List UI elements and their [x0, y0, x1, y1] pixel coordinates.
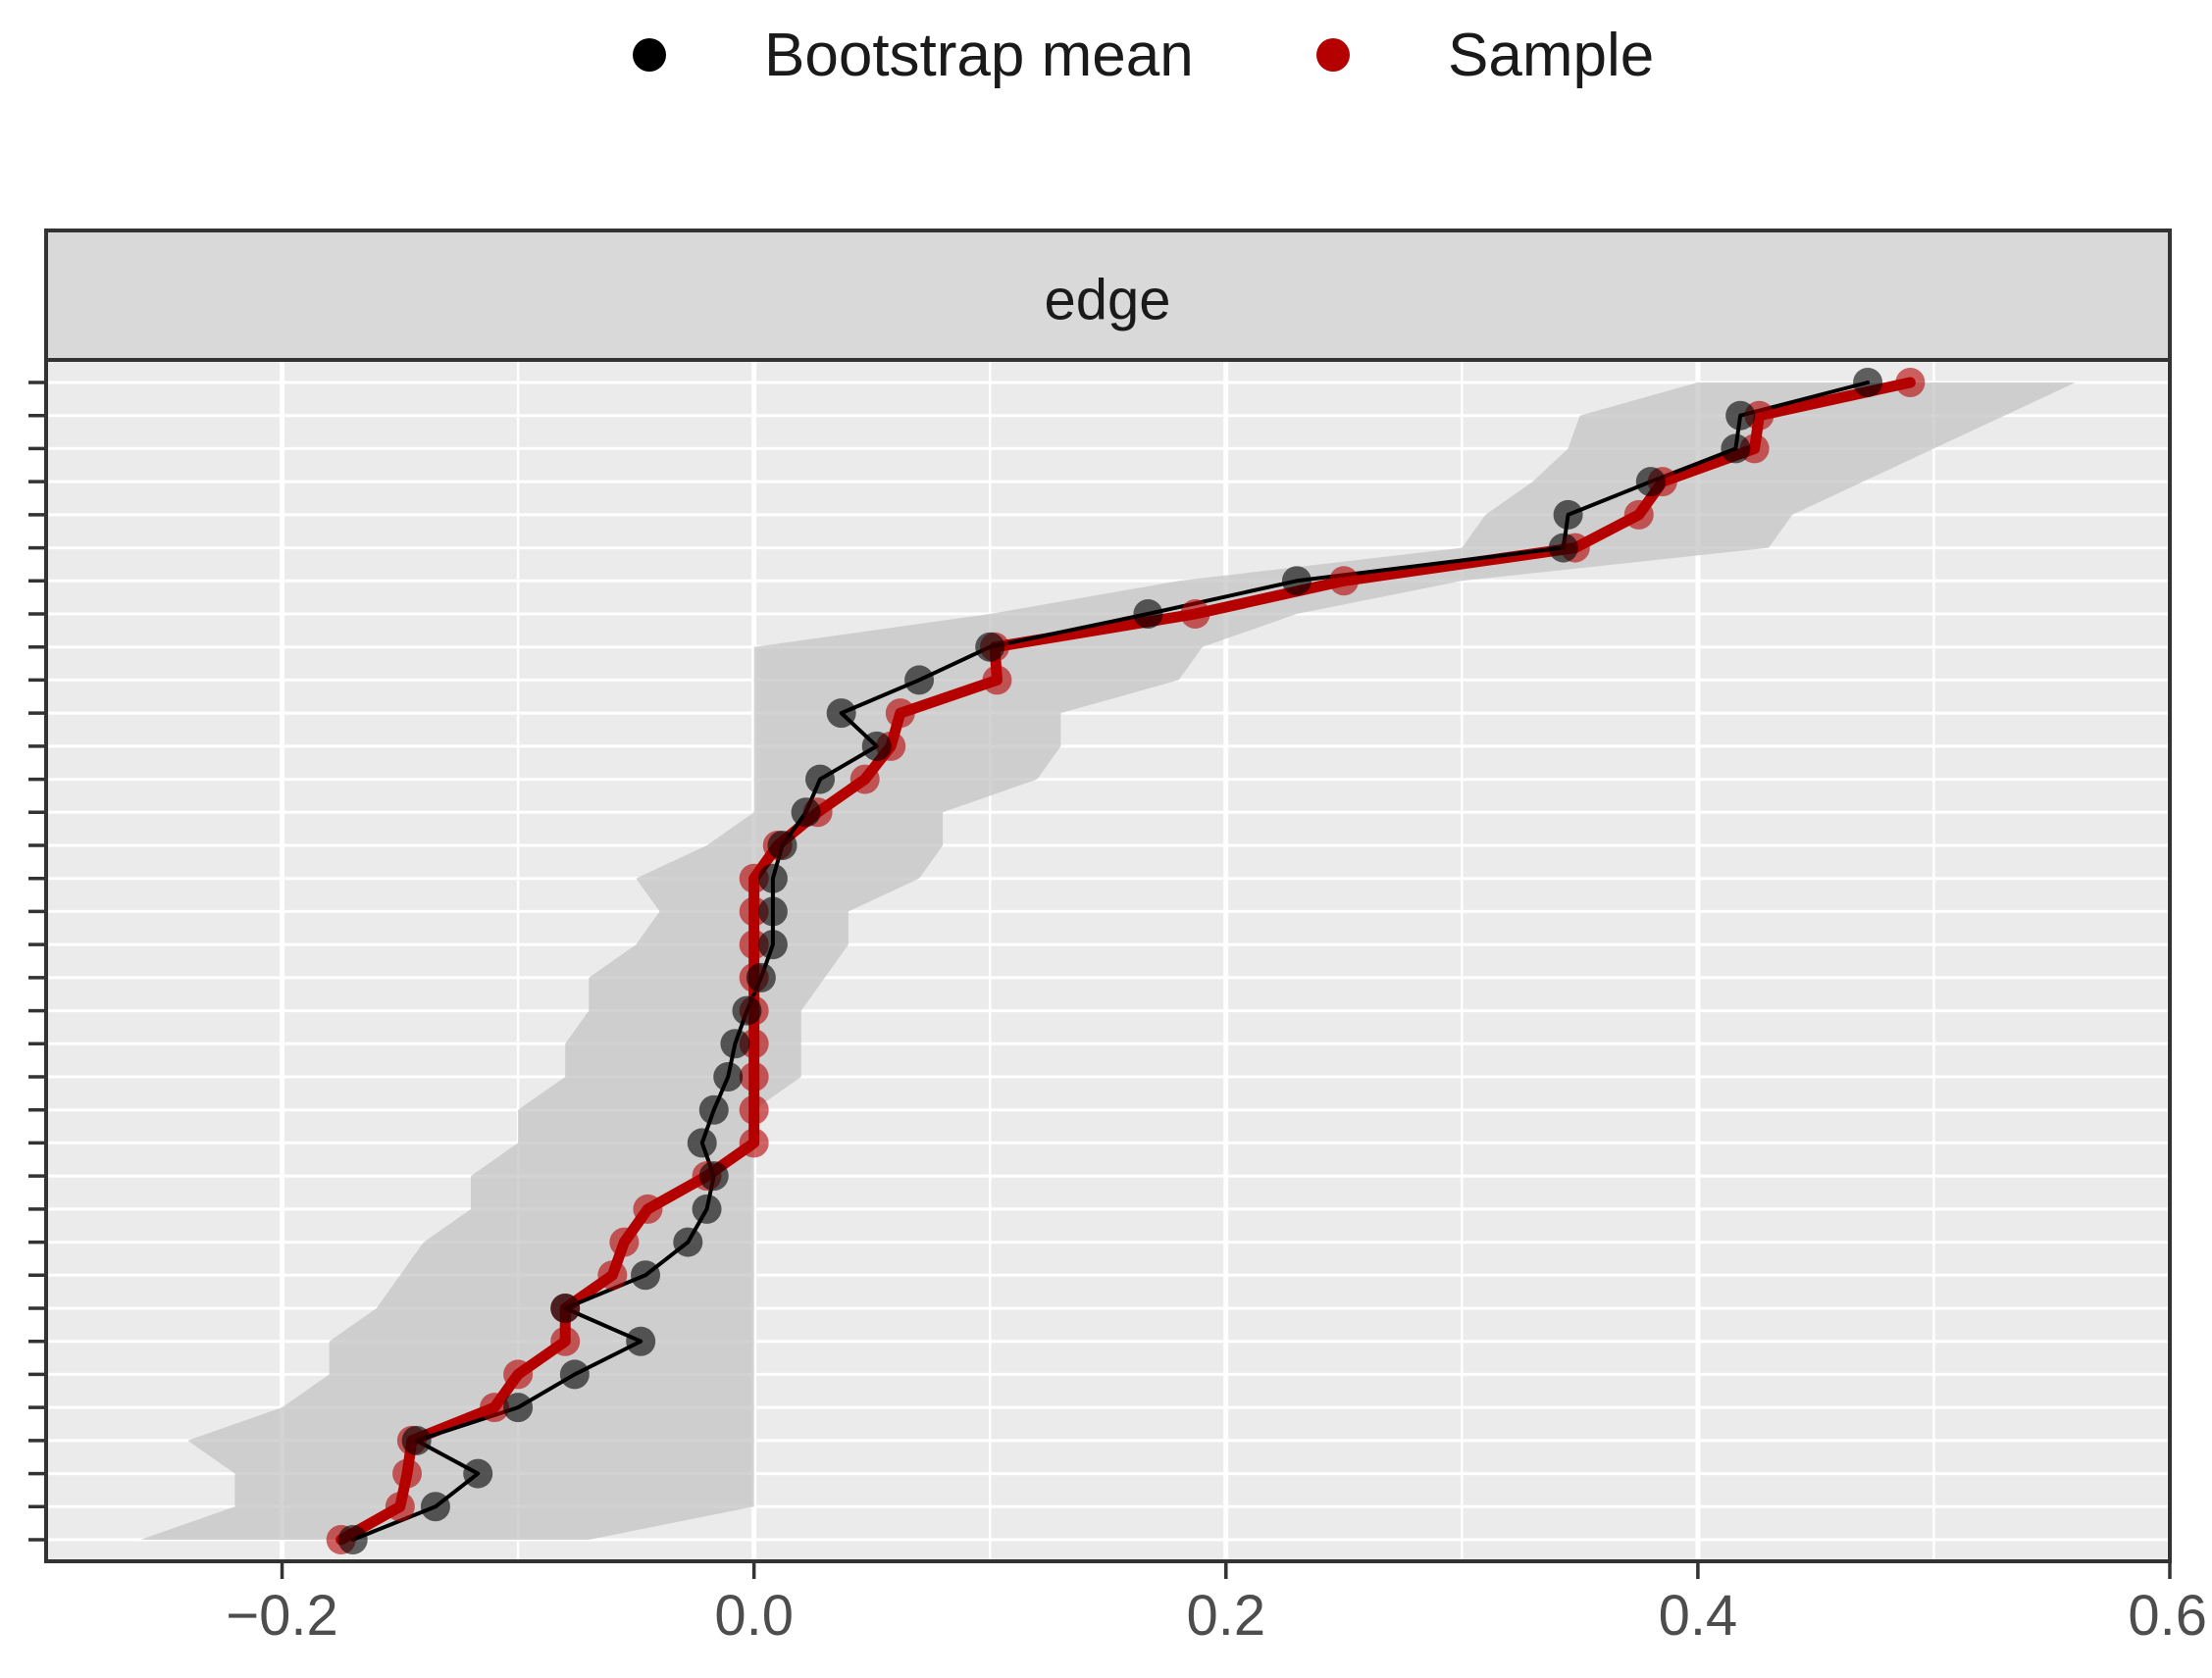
point-bootstrap-mean [904, 665, 935, 695]
point-bootstrap-mean [746, 962, 776, 992]
y-ticks [28, 381, 46, 1542]
legend-dot-bootstrap-mean [633, 38, 666, 72]
point-sample [739, 1062, 769, 1092]
point-bootstrap-mean [687, 1128, 717, 1158]
legend-item-sample: Sample [1316, 18, 1654, 92]
point-sample [597, 1260, 628, 1291]
point-bootstrap-mean [401, 1425, 432, 1455]
point-sample [503, 1359, 534, 1390]
point-bootstrap-mean [1725, 400, 1756, 431]
point-bootstrap-mean [713, 1062, 744, 1092]
legend-dot-sample [1316, 38, 1350, 72]
point-bootstrap-mean [757, 896, 788, 927]
x-tick-label: 0.6 [2128, 1584, 2207, 1648]
point-sample [392, 1458, 423, 1489]
point-bootstrap-mean [1635, 467, 1666, 497]
point-sample [385, 1492, 415, 1522]
point-sample [1329, 566, 1360, 596]
point-sample [739, 1094, 769, 1125]
strip-background [44, 229, 2172, 362]
point-sample [739, 1128, 769, 1158]
point-bootstrap-mean [805, 764, 836, 794]
panel-border [44, 358, 2172, 1563]
legend: Bootstrap mean Sample [0, 0, 2212, 108]
point-bootstrap-mean [861, 731, 892, 761]
point-bootstrap-mean [463, 1458, 493, 1489]
point-bootstrap-mean [1853, 368, 1883, 397]
legend-item-bootstrap-mean: Bootstrap mean [633, 18, 1194, 92]
point-sample [1180, 599, 1210, 629]
x-axis: −0.2 0.0 0.2 0.4 0.6 [226, 1561, 2207, 1648]
point-sample [1623, 499, 1654, 530]
x-tick-label: 0.2 [1186, 1584, 1265, 1648]
point-bootstrap-mean [559, 1359, 590, 1390]
legend-label-sample: Sample [1448, 21, 1655, 89]
point-sample [1895, 368, 1926, 397]
point-bootstrap-mean [698, 1161, 729, 1192]
point-bootstrap-mean [826, 698, 856, 729]
point-bootstrap-mean [1721, 433, 1751, 464]
x-tick-label: 0.4 [1659, 1584, 1738, 1648]
point-bootstrap-mean [673, 1227, 703, 1257]
point-sample [982, 665, 1012, 695]
point-bootstrap-mean [698, 1094, 729, 1125]
point-sample [480, 1393, 510, 1423]
point-sample [550, 1326, 581, 1356]
point-sample [849, 764, 880, 794]
facet-label: edge [1044, 268, 1170, 331]
point-bootstrap-mean [692, 1194, 722, 1224]
point-bootstrap-mean [420, 1492, 450, 1522]
point-sample [633, 1194, 663, 1224]
point-bootstrap-mean [791, 797, 821, 828]
point-bootstrap-mean [626, 1326, 656, 1356]
point-sample [885, 698, 915, 729]
x-tick-label: 0.0 [714, 1584, 794, 1648]
x-tick-label: −0.2 [226, 1584, 338, 1648]
series-points [326, 368, 1926, 1554]
point-bootstrap-mean [1553, 499, 1583, 530]
point-bootstrap-mean [720, 1029, 750, 1059]
point-bootstrap-mean [757, 863, 788, 893]
point-bootstrap-mean [1281, 566, 1312, 596]
point-bootstrap-mean [337, 1525, 368, 1554]
point-bootstrap-mean [975, 632, 1005, 662]
point-bootstrap-mean [732, 995, 762, 1026]
point-sample [609, 1227, 640, 1257]
point-bootstrap-mean [1548, 533, 1578, 563]
point-bootstrap-mean [1133, 599, 1163, 629]
point-bootstrap-mean [631, 1260, 661, 1291]
point-bootstrap-mean [503, 1393, 534, 1423]
point-bootstrap-mean [767, 831, 797, 860]
point-bootstrap-mean [550, 1294, 581, 1323]
point-bootstrap-mean [757, 930, 788, 960]
legend-label-bootstrap-mean: Bootstrap mean [764, 21, 1194, 89]
